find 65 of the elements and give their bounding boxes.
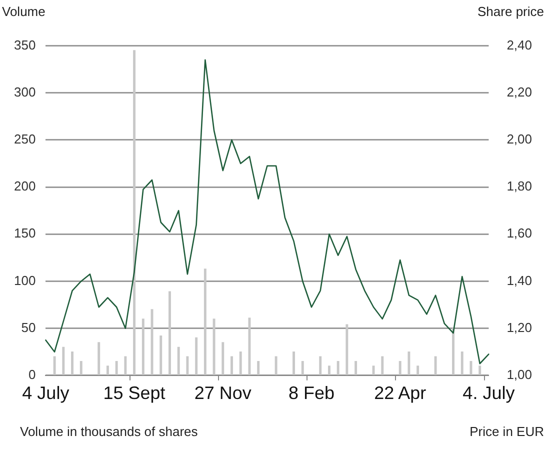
bar [328,366,330,375]
bar [71,352,74,375]
bar [124,356,127,375]
y2-tick-label: 1,40 [506,272,532,288]
bar [133,50,136,375]
x-tick-label: 15 Sept [103,383,166,404]
bar [230,356,233,375]
bar [257,360,260,375]
bar [62,346,65,375]
bar [460,352,464,375]
y-tick-label: 150 [14,226,36,241]
y-tick-label: 100 [14,272,36,288]
bar [160,336,162,375]
y2-axis-title: Share price [478,4,544,19]
y2-tick-label: 2,40 [506,37,532,52]
text: Price in EUR [470,424,544,439]
bar [292,352,296,375]
bar [168,291,171,375]
bar [115,360,118,375]
y-tick-label: 50 [21,320,36,335]
bar [434,356,437,375]
y-tick-label: 200 [14,178,36,194]
bar [222,342,224,375]
bar [319,356,322,375]
bar [381,356,384,375]
bar [98,342,100,375]
bar [274,356,278,375]
y2-tick-label: 2,00 [506,132,532,147]
y-tick-label: 0 [28,366,36,382]
bar [239,352,242,375]
bar [80,360,82,375]
y2-tick-label: 1,00 [506,366,532,382]
y2-tick-label: 1,60 [506,226,532,241]
bar [53,356,56,375]
bar [452,328,454,375]
bar [336,360,340,375]
bar [301,360,304,375]
text: Volume in thousands of shares [20,424,198,439]
bar [478,366,482,375]
bar [195,337,198,375]
y2-tick-label: 1,20 [506,320,532,335]
y2-tick-label: 1,80 [506,178,532,194]
bar [186,356,189,375]
bar [142,318,144,375]
x-tick-label: 22 Apr [374,383,426,404]
bar [346,324,348,375]
bar [398,360,402,375]
x-tick-label: 27 Nov [194,383,252,404]
x-tick-label: 4. July [462,383,515,404]
y2-tick-label: 2,20 [506,84,532,100]
bar [470,360,472,375]
bar [177,346,180,375]
bar [416,366,420,375]
bar [212,318,216,375]
y-tick-label: 350 [14,37,36,52]
bar [354,360,358,375]
bar [408,352,410,375]
bar [106,366,109,375]
bar [204,268,206,375]
bar [248,318,251,375]
y-tick-label: 250 [14,132,36,147]
x-tick-label: 8 Feb [288,383,335,404]
x-tick-label: 4 July [22,383,70,404]
y-axis-title: Volume [2,4,46,19]
y-tick-label: 300 [14,84,36,100]
